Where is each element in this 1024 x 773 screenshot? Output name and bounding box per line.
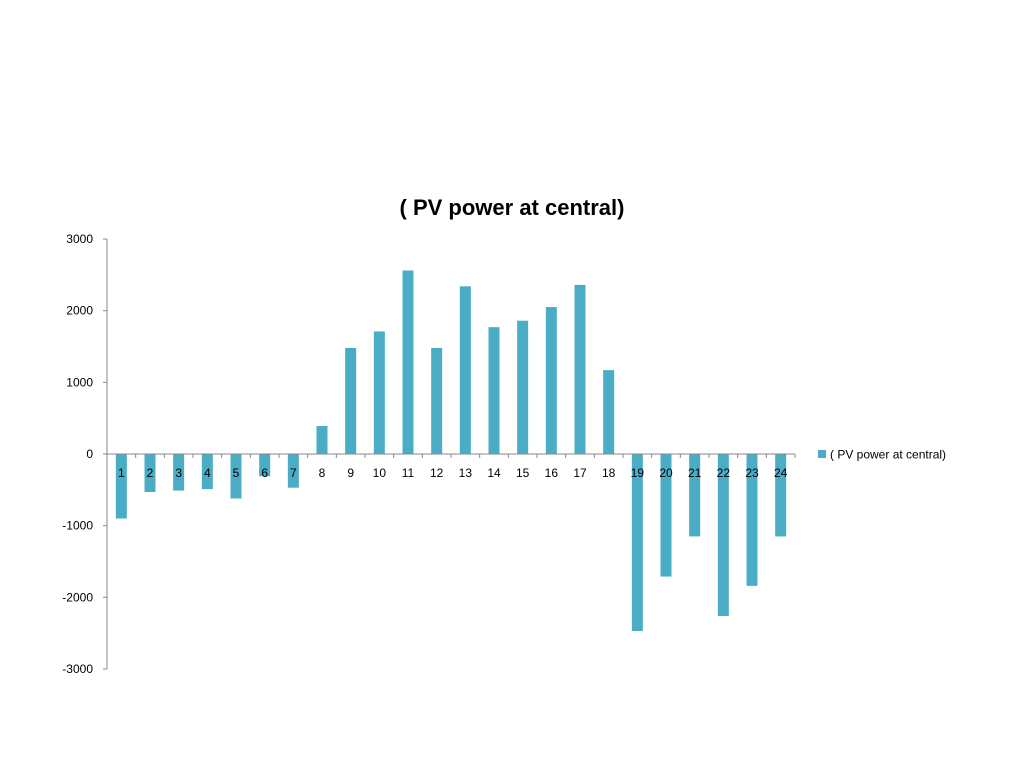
bar-series [115,270,787,632]
x-category-label: 3 [175,466,182,480]
bar [603,370,615,454]
chart-title: ( PV power at central) [400,195,625,220]
x-axis: 1 2 3 4 5 6 7 8 9 10 11 12 13 14 15 16 17 18 19 20 21 22 23 24 [106,453,796,480]
x-category-label: 2 [147,466,154,480]
x-category-label: 12 [430,466,444,480]
y-tick-label: 0 [86,447,93,461]
x-category-label: 4 [204,466,211,480]
bar [345,347,357,454]
bar [259,454,271,477]
bar [488,327,500,454]
bar [517,320,529,454]
x-category-label: 9 [347,466,354,480]
x-category-label: 19 [631,466,645,480]
bar [545,307,557,454]
y-tick-label: -2000 [62,590,93,604]
bar [631,454,643,632]
bar [746,454,758,586]
legend: ( PV power at central) [818,448,946,462]
y-tick-label: 3000 [66,232,93,246]
y-axis: 3000 2000 1000 0 -1000 -2000 -3000 [62,232,108,676]
y-tick-label: -3000 [62,662,93,676]
bar [574,284,586,454]
x-category-label: 21 [688,466,702,480]
x-category-label: 5 [233,466,240,480]
x-category-label: 23 [745,466,759,480]
x-category-label: 22 [717,466,731,480]
bar [201,454,213,490]
x-category-label: 16 [545,466,559,480]
x-category-label: 14 [487,466,501,480]
bar [660,454,672,577]
x-category-label: 13 [459,466,473,480]
x-category-label: 24 [774,466,788,480]
x-category-label: 18 [602,466,616,480]
x-category-label: 1 [118,466,125,480]
legend-swatch [818,450,826,458]
y-tick-label: -1000 [62,519,93,533]
y-tick-label: 2000 [66,304,93,318]
bar [431,347,443,454]
x-category-label: 7 [290,466,297,480]
x-category-label: 11 [402,466,415,480]
bar [717,454,729,616]
bar [173,454,185,491]
bar [144,454,156,492]
bar [316,426,328,454]
bar [287,454,299,488]
x-category-label: 15 [516,466,530,480]
bar [402,270,414,454]
bar [373,331,385,454]
y-tick-label: 1000 [66,375,93,389]
bar [459,286,471,454]
x-category-label: 20 [659,466,673,480]
x-category-label: 10 [373,466,387,480]
bar [115,454,127,519]
x-category-label: 17 [573,466,587,480]
x-category-label: 6 [261,466,268,480]
legend-label: ( PV power at central) [830,448,946,462]
bar [775,454,787,537]
x-category-label: 8 [319,466,326,480]
bar [689,454,701,537]
bar [230,454,242,499]
